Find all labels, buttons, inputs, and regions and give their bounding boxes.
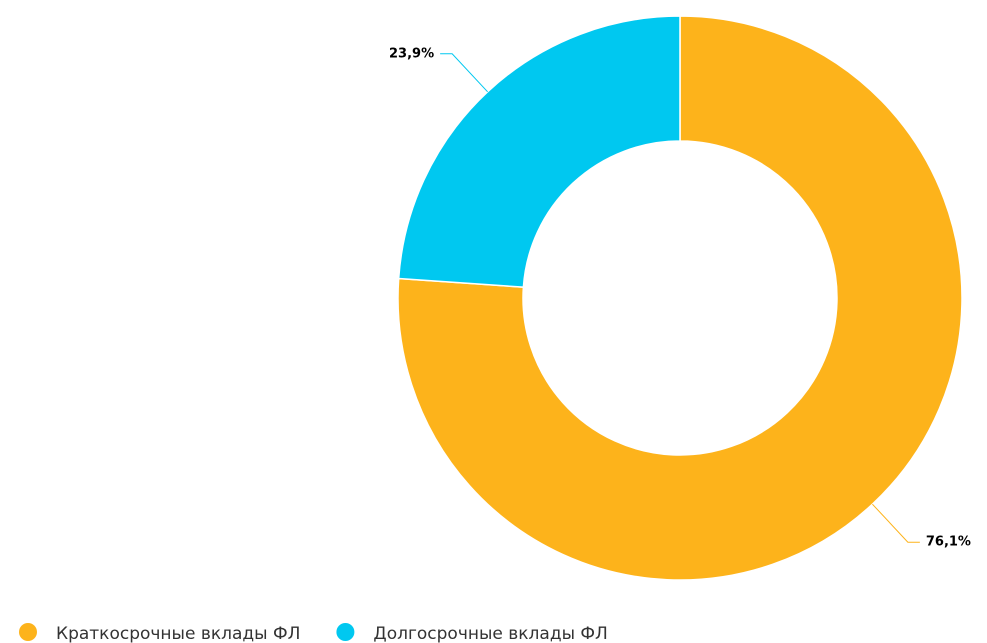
- data-label: 76,1%: [926, 535, 971, 550]
- leader-line: [440, 53, 488, 93]
- legend-label: Долгосрочные вклады ФЛ: [373, 624, 607, 643]
- leader-line: [872, 503, 920, 543]
- donut-slice: [397, 15, 681, 288]
- legend-marker: [336, 623, 355, 641]
- legend-marker: [19, 623, 37, 641]
- data-label: 23,9%: [389, 46, 434, 61]
- legend-label: Краткосрочные вклады ФЛ: [56, 624, 300, 643]
- donut-slice: [397, 15, 963, 581]
